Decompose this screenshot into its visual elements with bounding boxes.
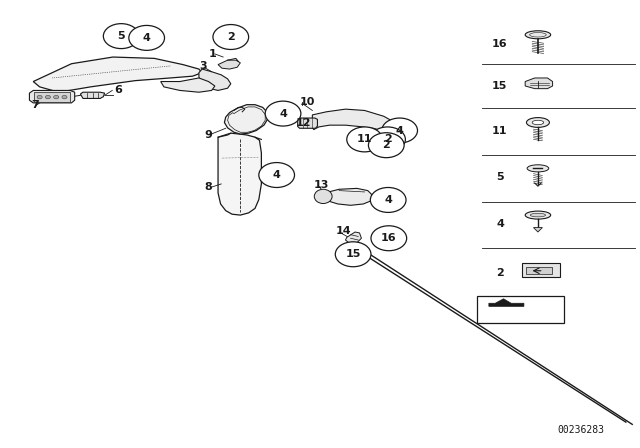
Circle shape	[129, 26, 164, 50]
Polygon shape	[81, 92, 104, 99]
Text: 2: 2	[382, 140, 390, 150]
Polygon shape	[346, 232, 362, 243]
Circle shape	[371, 226, 406, 251]
Circle shape	[45, 95, 51, 99]
Text: 4: 4	[279, 108, 287, 119]
Circle shape	[62, 95, 67, 99]
FancyBboxPatch shape	[34, 92, 70, 102]
Text: 16: 16	[492, 39, 508, 49]
Ellipse shape	[525, 31, 550, 39]
Text: 8: 8	[204, 182, 212, 193]
Text: 14: 14	[335, 226, 351, 236]
Polygon shape	[312, 109, 395, 130]
Polygon shape	[324, 188, 372, 205]
Polygon shape	[29, 90, 75, 103]
Circle shape	[54, 95, 59, 99]
Circle shape	[370, 127, 405, 152]
FancyBboxPatch shape	[477, 296, 564, 323]
Circle shape	[371, 188, 406, 212]
Ellipse shape	[527, 165, 548, 172]
Text: 11: 11	[492, 125, 508, 135]
Polygon shape	[298, 118, 317, 128]
Text: 00236283: 00236283	[558, 425, 605, 435]
Circle shape	[103, 24, 139, 48]
Text: 9: 9	[204, 130, 212, 140]
Text: 4: 4	[143, 33, 150, 43]
Polygon shape	[218, 60, 241, 69]
Text: 6: 6	[114, 86, 122, 95]
Text: 13: 13	[314, 180, 329, 190]
Text: 5: 5	[117, 31, 125, 41]
FancyBboxPatch shape	[522, 263, 559, 276]
Text: 11: 11	[357, 134, 372, 144]
Text: 5: 5	[497, 172, 504, 182]
Text: 2: 2	[497, 268, 504, 278]
Ellipse shape	[532, 120, 543, 125]
Text: 4: 4	[384, 195, 392, 205]
Circle shape	[37, 95, 42, 99]
Polygon shape	[33, 57, 202, 92]
Circle shape	[358, 132, 379, 146]
Polygon shape	[489, 299, 524, 306]
Ellipse shape	[314, 189, 332, 203]
Text: 10: 10	[300, 98, 315, 108]
Ellipse shape	[525, 211, 550, 219]
Polygon shape	[161, 78, 215, 92]
Text: 4: 4	[396, 125, 404, 135]
Text: 4: 4	[273, 170, 280, 180]
Circle shape	[335, 242, 371, 267]
Text: 1: 1	[209, 49, 217, 59]
Circle shape	[382, 118, 417, 143]
Polygon shape	[218, 133, 261, 215]
Circle shape	[364, 136, 374, 143]
Ellipse shape	[527, 117, 549, 127]
Text: 2: 2	[383, 134, 392, 144]
Circle shape	[265, 101, 301, 126]
Text: 4: 4	[497, 219, 504, 229]
Text: 16: 16	[381, 233, 397, 243]
Circle shape	[352, 128, 385, 151]
Text: 15: 15	[492, 81, 508, 91]
FancyBboxPatch shape	[527, 267, 552, 274]
Text: 2: 2	[227, 32, 235, 42]
Ellipse shape	[531, 213, 545, 217]
Circle shape	[369, 133, 404, 158]
Text: 12: 12	[296, 118, 311, 129]
Text: 3: 3	[199, 60, 207, 70]
Polygon shape	[225, 105, 268, 134]
Circle shape	[213, 25, 248, 49]
Polygon shape	[525, 78, 552, 89]
Polygon shape	[534, 228, 542, 232]
Text: 7: 7	[31, 100, 39, 110]
Circle shape	[347, 127, 383, 152]
Circle shape	[259, 163, 294, 188]
Polygon shape	[199, 69, 231, 90]
Text: 15: 15	[346, 249, 361, 259]
